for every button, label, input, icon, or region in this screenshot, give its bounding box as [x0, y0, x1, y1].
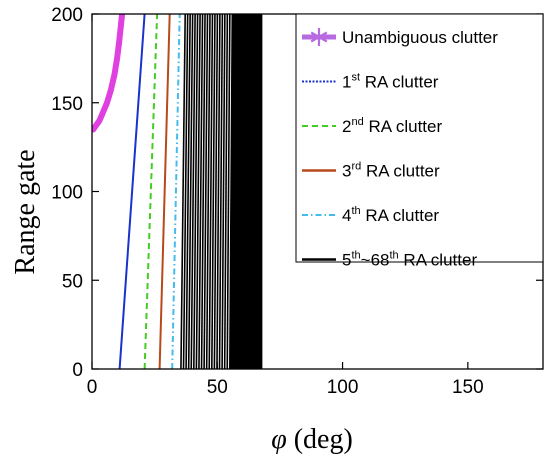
ra5-68-line — [213, 14, 219, 369]
y-tick-label: 50 — [62, 271, 83, 292]
y-axis-title: Range gate — [10, 149, 41, 274]
series-ra5-68 — [180, 14, 263, 369]
x-axis-title: φ (deg) — [271, 424, 353, 455]
legend-label: 3rd RA clutter — [342, 161, 440, 181]
x-axis-symbol: φ — [271, 424, 287, 455]
ra5-68-line — [180, 14, 187, 369]
legend-entry-ra1: 1st RA clutter — [302, 72, 439, 92]
ra5-68-line — [205, 14, 211, 369]
ra5-68-line — [190, 14, 196, 369]
series-ra1 — [118, 14, 146, 369]
ra5-68-line — [200, 14, 206, 369]
y-tick-label: 200 — [51, 5, 83, 26]
ra5-68-line — [211, 14, 216, 369]
ra5-68-line — [221, 14, 226, 369]
axis-ticks: 0 50 100 150 0 50 100 150 200 — [51, 5, 543, 398]
series-ra4 — [171, 14, 181, 369]
asterisk-stroke — [310, 31, 328, 43]
ra5-68-line — [198, 14, 204, 369]
legend-label: 4th RA clutter — [342, 205, 439, 225]
asterisk-marker-icon — [310, 28, 328, 46]
x-tick-label: 0 — [87, 377, 98, 398]
ra5-68-line — [203, 14, 209, 369]
legend-label: 2nd RA clutter — [342, 116, 442, 136]
series-ra3 — [158, 14, 171, 369]
series-unambiguous — [92, 14, 126, 133]
ra5-68-line — [185, 14, 191, 369]
ra5-68-line — [193, 14, 199, 369]
legend-label: 5th~68th RA clutter — [342, 250, 477, 270]
ra5-68-line — [182, 14, 189, 369]
ra5-68-dense-band — [229, 14, 263, 369]
legend-entry-ra5_68: 5th~68th RA clutter — [302, 250, 477, 270]
y-tick-label: 0 — [72, 360, 83, 381]
ra5-68-line — [187, 14, 194, 369]
ra5-68-line — [226, 14, 231, 369]
ra5-68-line — [195, 14, 201, 369]
x-axis-unit: (deg) — [294, 424, 353, 455]
plot-area — [92, 14, 263, 369]
x-tick-label: 150 — [452, 377, 484, 398]
ra5-68-line — [208, 14, 214, 369]
ra5-68-line — [229, 14, 234, 369]
legend-entry-unambiguous: Unambiguous clutter — [302, 28, 498, 47]
legend-box — [295, 13, 544, 263]
legend-label: Unambiguous clutter — [342, 28, 498, 47]
ra5-68-line — [223, 14, 229, 369]
x-tick-label: 50 — [207, 377, 228, 398]
series-ra2 — [143, 14, 159, 369]
legend-entry-ra4: 4th RA clutter — [302, 205, 439, 225]
ra5-68-line — [216, 14, 221, 369]
ra5-68-line — [218, 14, 224, 369]
legend: Unambiguous clutter 1st RA clutter 2nd RA … — [295, 13, 544, 270]
legend-entry-ra3: 3rd RA clutter — [302, 161, 440, 181]
legend-entries: Unambiguous clutter 1st RA clutter 2nd RA … — [302, 28, 498, 270]
x-tick-label: 100 — [327, 377, 359, 398]
legend-entry-ra2: 2nd RA clutter — [302, 116, 442, 136]
y-tick-label: 100 — [51, 183, 83, 204]
legend-label: 1st RA clutter — [342, 72, 439, 92]
y-tick-label: 150 — [51, 94, 83, 115]
